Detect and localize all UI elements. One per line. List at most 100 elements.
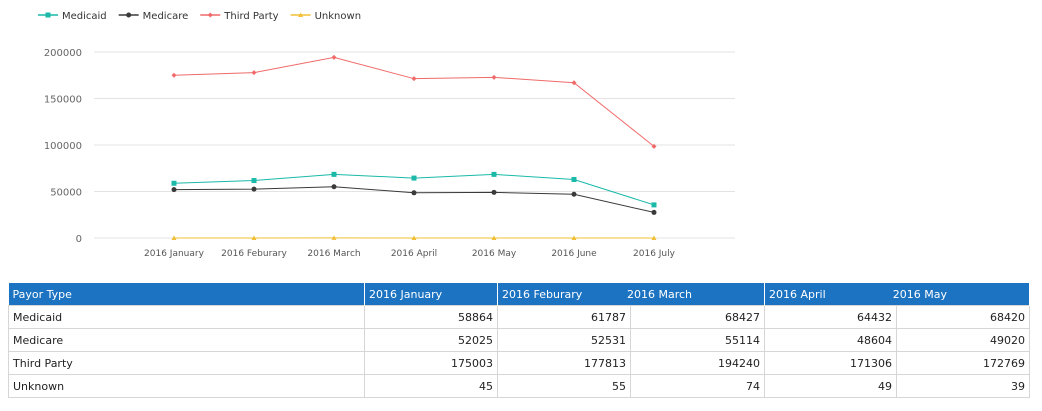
- table-header-row: Payor Type 2016 January 2016 Feburary 20…: [8, 283, 1031, 306]
- payor-table: Payor Type 2016 January 2016 Feburary 20…: [8, 283, 1031, 398]
- data-point-marker: [207, 12, 213, 18]
- row-label: Unknown: [8, 374, 365, 398]
- legend-label: Medicaid: [62, 11, 107, 22]
- header-feb-march[interactable]: 2016 Feburary 2016 March: [497, 283, 766, 306]
- x-tick-label: 2016 April: [391, 249, 437, 259]
- data-point-marker: [491, 189, 497, 195]
- cell-value: 58864: [364, 305, 498, 329]
- header-payor-type[interactable]: Payor Type: [8, 283, 365, 306]
- header-2016-march[interactable]: 2016 March: [626, 287, 693, 301]
- table-row: Unknown 45 55 74 49 39: [8, 374, 1031, 398]
- data-point-marker: [491, 171, 497, 177]
- data-point-marker: [126, 12, 132, 18]
- cell-value: 55: [497, 374, 631, 398]
- data-point-marker: [251, 186, 257, 192]
- data-point-marker: [171, 72, 177, 78]
- data-point-marker: [411, 76, 417, 82]
- x-tick-label: 2016 June: [551, 249, 597, 259]
- data-point-marker: [331, 235, 337, 240]
- data-point-marker: [491, 74, 497, 80]
- cell-value: 39: [896, 374, 1031, 398]
- data-point-marker: [171, 187, 177, 193]
- cell-value: 177813: [497, 351, 631, 375]
- header-2016-january[interactable]: 2016 January: [364, 283, 498, 306]
- cell-value: 194240: [629, 351, 766, 375]
- data-point-marker: [651, 235, 657, 240]
- legend-label: Medicare: [143, 11, 189, 22]
- legend-item: Unknown: [290, 11, 361, 22]
- data-point-marker: [411, 235, 417, 240]
- data-point-marker: [298, 12, 304, 17]
- cell-value: 45: [364, 374, 498, 398]
- data-point-marker: [411, 175, 417, 181]
- data-point-marker: [571, 177, 577, 183]
- data-point-marker: [331, 171, 337, 177]
- cell-value: 74: [629, 374, 766, 398]
- table-row: Medicare 52025 52531 55114 48604 49020: [8, 328, 1031, 352]
- data-point-marker: [491, 235, 497, 240]
- chart-legend: Medicaid Medicare Third Party Unknown: [38, 11, 361, 22]
- legend-label: Third Party: [223, 11, 278, 22]
- data-point-marker: [251, 70, 257, 76]
- x-tick-label: 2016 July: [633, 249, 676, 259]
- table-row: Third Party 175003 177813 194240 171306 …: [8, 351, 1031, 375]
- y-axis: 0 50000 100000 150000 200000: [44, 48, 82, 245]
- cell-value: 64432: [764, 305, 898, 329]
- legend-item: Third Party: [200, 11, 279, 22]
- series-unknown: [171, 235, 657, 240]
- data-point-marker: [651, 143, 657, 149]
- legend-label: Unknown: [315, 11, 361, 22]
- data-point-marker: [411, 190, 417, 196]
- data-point-marker: [251, 235, 257, 240]
- header-2016-may[interactable]: 2016 May: [892, 287, 948, 301]
- row-label: Medicaid: [8, 305, 365, 329]
- x-tick-label: 2016 May: [472, 249, 517, 259]
- data-point-marker: [251, 178, 257, 184]
- cell-value: 172769: [896, 351, 1031, 375]
- line-chart: Medicaid Medicare Third Party Unknown 0 5000…: [38, 11, 735, 259]
- cell-value: 171306: [764, 351, 898, 375]
- data-point-marker: [571, 80, 577, 86]
- cell-value: 68427: [629, 305, 766, 329]
- header-april-may[interactable]: 2016 April 2016 May: [764, 283, 1031, 306]
- row-label: Medicare: [8, 328, 365, 352]
- y-tick-label: 0: [76, 234, 82, 245]
- y-tick-label: 200000: [44, 48, 82, 59]
- x-axis: 2016 January 2016 Feburary 2016 March 2016 …: [144, 249, 676, 259]
- data-point-marker: [571, 191, 577, 197]
- cell-value: 175003: [364, 351, 498, 375]
- series-medicare: [171, 184, 657, 215]
- x-tick-label: 2016 March: [307, 249, 360, 259]
- data-point-marker: [331, 184, 337, 190]
- cell-value: 61787: [497, 305, 631, 329]
- cell-value: 55114: [629, 328, 766, 352]
- x-tick-label: 2016 January: [144, 249, 205, 259]
- y-tick-label: 100000: [44, 141, 82, 152]
- cell-value: 52531: [497, 328, 631, 352]
- cell-value: 49020: [896, 328, 1031, 352]
- header-2016-feburary[interactable]: 2016 Feburary: [502, 287, 583, 301]
- chart-series: [171, 54, 657, 240]
- x-tick-label: 2016 Feburary: [221, 249, 287, 259]
- legend-item: Medicare: [118, 11, 189, 22]
- series-line: [173, 56, 655, 147]
- data-point-marker: [331, 54, 337, 60]
- data-point-marker: [171, 180, 177, 186]
- legend-item: Medicaid: [38, 11, 107, 22]
- y-tick-label: 150000: [44, 95, 82, 106]
- data-point-marker: [571, 235, 577, 240]
- data-point-marker: [651, 202, 657, 208]
- cell-value: 49: [764, 374, 898, 398]
- series-third-party: [171, 54, 657, 149]
- header-2016-april[interactable]: 2016 April: [769, 287, 826, 301]
- row-label: Third Party: [8, 351, 365, 375]
- cell-value: 48604: [764, 328, 898, 352]
- table-row: Medicaid 58864 61787 68427 64432 68420: [8, 305, 1031, 329]
- data-point-marker: [45, 12, 51, 18]
- cell-value: 52025: [364, 328, 498, 352]
- data-point-marker: [651, 209, 657, 215]
- y-tick-label: 50000: [50, 188, 82, 199]
- cell-value: 68420: [896, 305, 1031, 329]
- data-point-marker: [171, 235, 177, 240]
- series-medicaid: [171, 171, 657, 208]
